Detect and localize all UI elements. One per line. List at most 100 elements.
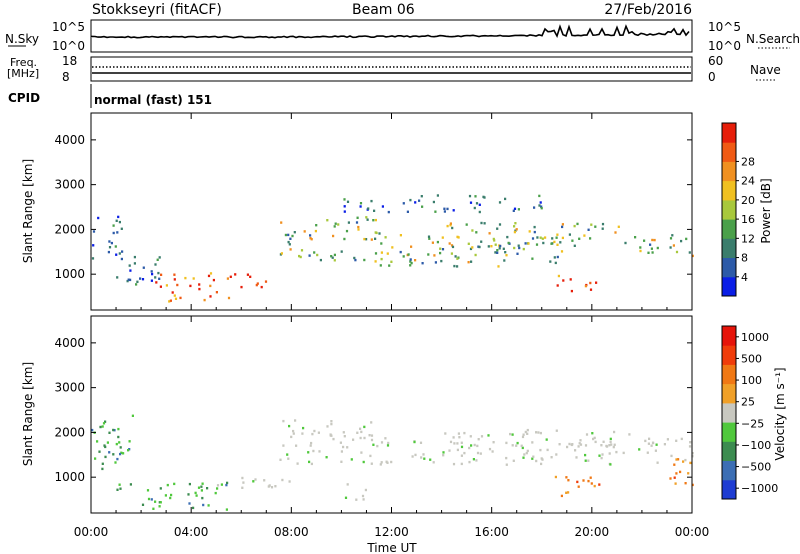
data-cell	[113, 429, 116, 432]
data-cell	[340, 250, 343, 253]
data-cell	[571, 239, 574, 242]
xtick-label: 20:00	[575, 525, 610, 539]
data-cell	[419, 441, 423, 444]
data-cell	[613, 430, 616, 434]
data-cell	[114, 245, 117, 248]
data-cell	[480, 221, 483, 225]
data-cell	[493, 239, 496, 242]
data-cell	[288, 424, 291, 428]
data-cell	[120, 257, 123, 261]
data-cell	[209, 295, 212, 298]
data-cell	[370, 421, 373, 424]
data-cell	[475, 202, 479, 205]
data-cell	[639, 246, 642, 249]
data-cell	[648, 437, 651, 440]
data-cell	[569, 278, 572, 281]
data-cell	[512, 459, 515, 462]
colorbar-segment	[722, 257, 736, 278]
data-cell	[333, 259, 336, 262]
data-cell	[475, 231, 478, 234]
data-cell	[414, 259, 417, 262]
data-cell	[684, 458, 687, 462]
xtick-label: 04:00	[174, 525, 209, 539]
data-cell	[497, 265, 500, 268]
data-cell	[643, 239, 646, 242]
data-cell	[330, 420, 333, 423]
data-cell	[103, 444, 106, 447]
data-cell	[308, 460, 311, 464]
data-cell	[688, 251, 691, 254]
data-cell	[592, 437, 595, 441]
data-cell	[457, 236, 460, 239]
data-cell	[339, 441, 342, 444]
data-cell	[279, 458, 282, 461]
data-cell	[127, 278, 130, 281]
data-cell	[307, 451, 310, 454]
data-cell	[246, 273, 249, 276]
data-cell	[128, 440, 131, 443]
data-cell	[350, 458, 353, 461]
data-cell	[433, 254, 436, 257]
data-cell	[551, 237, 554, 240]
data-cell	[188, 502, 191, 505]
data-cell	[550, 456, 553, 459]
data-cell	[409, 198, 412, 202]
data-cell	[229, 275, 232, 278]
data-cell	[483, 222, 486, 225]
data-cell	[467, 261, 470, 264]
data-cell	[173, 482, 176, 486]
data-cell	[418, 199, 421, 202]
colorbar-frame	[721, 122, 737, 297]
colorbar-tick-label: 1000	[741, 331, 769, 344]
velocity-cbar-label: Velocity [m s⁻¹]	[773, 367, 787, 460]
data-cell	[159, 501, 162, 504]
data-cell	[474, 195, 477, 198]
data-cell	[355, 498, 358, 501]
data-cell	[197, 486, 201, 489]
data-cell	[651, 238, 654, 242]
data-cell	[128, 448, 131, 451]
power-data-cells	[91, 194, 694, 303]
data-cell	[575, 456, 578, 459]
xtick-label: 00:00	[675, 525, 710, 539]
data-cell	[538, 204, 541, 207]
data-cell	[112, 224, 115, 227]
colorbar-segment	[722, 479, 736, 500]
data-cell	[482, 195, 485, 199]
data-cell	[522, 456, 525, 459]
data-cell	[263, 479, 266, 482]
colorbar-segment	[722, 142, 736, 162]
data-cell	[298, 254, 301, 258]
data-cell	[594, 225, 597, 228]
data-cell	[584, 284, 587, 288]
data-cell	[158, 277, 161, 280]
data-cell	[368, 434, 371, 437]
data-cell	[308, 254, 311, 257]
data-cell	[214, 491, 217, 495]
data-cell	[655, 443, 658, 446]
data-cell	[319, 258, 322, 262]
data-cell	[573, 244, 576, 247]
data-cell	[379, 264, 382, 267]
data-cell	[192, 506, 195, 510]
data-cell	[492, 441, 495, 444]
data-cell	[310, 462, 313, 466]
data-cell	[104, 445, 107, 449]
data-cell	[568, 233, 571, 236]
data-cell	[342, 431, 345, 434]
data-cell	[515, 228, 518, 231]
data-cell	[381, 205, 384, 208]
data-cell	[514, 229, 517, 232]
data-cell	[490, 245, 493, 248]
velocity-ylabel: Slant Range [km]	[21, 362, 35, 466]
data-cell	[582, 479, 585, 482]
data-cell	[498, 201, 502, 204]
data-cell	[594, 440, 597, 444]
data-cell	[129, 483, 132, 486]
data-cell	[554, 261, 557, 265]
data-cell	[579, 439, 582, 442]
data-cell	[311, 432, 314, 436]
data-cell	[157, 271, 160, 275]
data-cell	[198, 283, 201, 286]
